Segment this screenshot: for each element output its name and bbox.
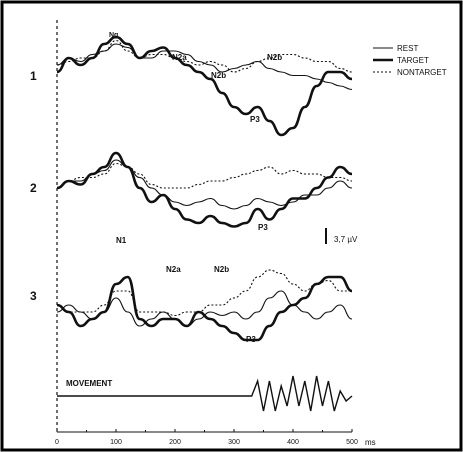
x-ticks: 0 100 200 300 400 500 xyxy=(55,429,358,446)
legend-label-nontarget: NONTARGET xyxy=(397,68,447,77)
movement-trace xyxy=(57,375,353,412)
x-tick-label: 100 xyxy=(110,439,122,446)
traces xyxy=(56,35,353,412)
movement-label: MOVEMENT xyxy=(66,379,112,388)
x-tick-label: 400 xyxy=(287,439,299,446)
legend-label-rest: REST xyxy=(397,44,418,53)
trace-panel-3-nontarget xyxy=(56,269,352,317)
annotation-p1-n2a: N2a xyxy=(172,53,187,62)
trace-panel-2-rest xyxy=(56,159,353,210)
trace-panel-1-nontarget xyxy=(56,39,353,73)
x-tick-label: 500 xyxy=(346,439,358,446)
panel-label-1: 1 xyxy=(30,69,37,83)
legend-label-target: TARGET xyxy=(397,56,429,65)
annotation-p3-n2b: N2b xyxy=(214,265,229,274)
scale-bar-label: 3,7 µV xyxy=(334,235,358,244)
annotation-p1-n2b-upper: N2b xyxy=(267,53,282,62)
x-tick-label: 300 xyxy=(228,439,240,446)
annotation-p1-ng: Ng xyxy=(109,32,118,39)
annotation-p1-p3: P3 xyxy=(250,115,260,124)
x-unit-label: ms xyxy=(365,438,376,447)
trace-panel-3-target xyxy=(56,275,353,342)
annotation-p3-n2a: N2a xyxy=(166,265,181,274)
x-tick-label: 0 xyxy=(55,439,59,446)
trace-panel-2-target xyxy=(56,151,353,228)
trace-panel-1-target xyxy=(56,35,353,137)
legend: REST TARGET NONTARGET xyxy=(373,44,447,77)
trace-panel-2-nontarget xyxy=(56,162,353,189)
annotation-p3-n1: N1 xyxy=(116,236,127,245)
annotation-p2-p3: P3 xyxy=(258,223,268,232)
panel-label-2: 2 xyxy=(30,181,37,195)
annotation-p1-n2b-lower: N2b xyxy=(211,71,226,80)
panel-label-3: 3 xyxy=(30,289,37,303)
x-tick-label: 200 xyxy=(169,439,181,446)
